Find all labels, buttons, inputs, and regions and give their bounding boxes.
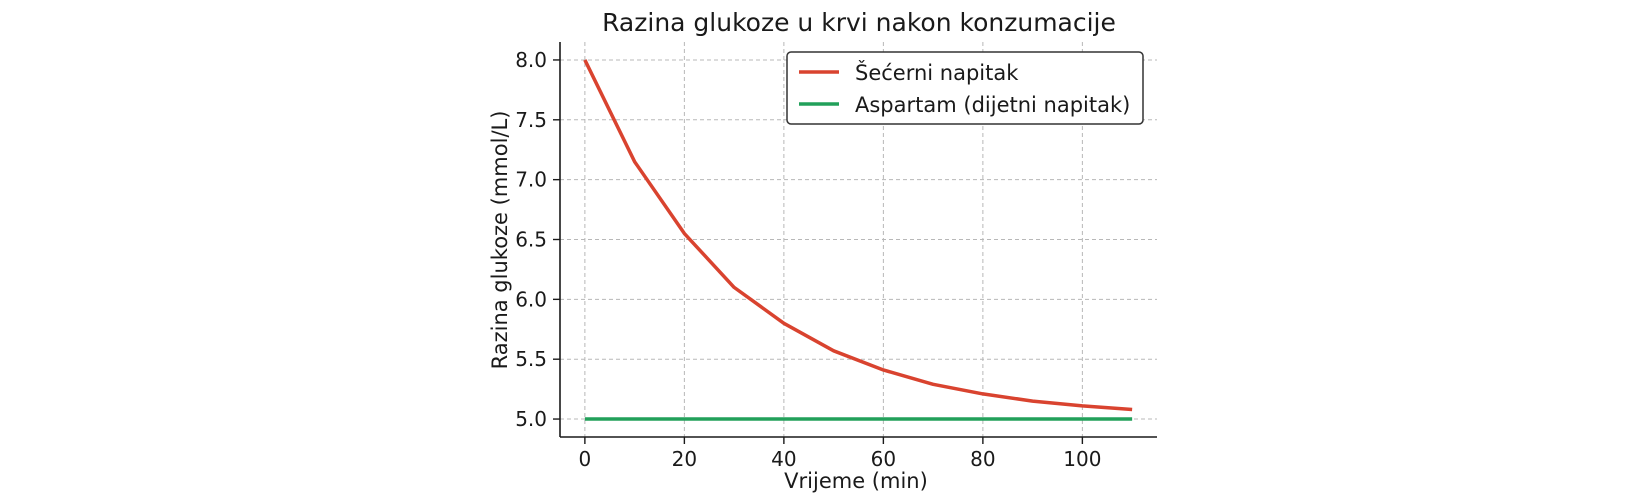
y-tick-label: 5.5 (515, 347, 547, 371)
series-layer (583, 59, 1133, 421)
legend-box (786, 51, 1144, 125)
x-tick-label: 100 (1063, 447, 1101, 471)
y-axis-title: Razina glukoze (mmol/L) (488, 111, 512, 370)
sugar-drink-line (583, 59, 1133, 412)
ticks: 0 20 40 60 80 100 5.0 5.5 6.0 6.5 7.0 7.5 8.0 (515, 48, 1101, 471)
x-tick-label: 80 (970, 447, 995, 471)
y-tick-label: 6.5 (515, 228, 547, 252)
legend-label-aspartame: Aspartam (dijetni napitak) (855, 93, 1130, 117)
y-tick-label: 7.0 (515, 168, 547, 192)
y-tick-label: 8.0 (515, 48, 547, 72)
legend: Šećerni napitak Aspartam (dijetni napita… (786, 51, 1144, 125)
legend-label-sugar: Šećerni napitak (855, 60, 1019, 85)
x-tick-label: 0 (579, 447, 592, 471)
x-tick-label: 60 (871, 447, 896, 471)
x-tick-label: 40 (771, 447, 796, 471)
y-tick-label: 7.5 (515, 108, 547, 132)
x-tick-label: 20 (672, 447, 697, 471)
y-tick-label: 5.0 (515, 407, 547, 431)
chart-title: Razina glukoze u krvi nakon konzumacije (602, 8, 1116, 37)
y-tick-label: 6.0 (515, 287, 547, 311)
x-axis-title: Vrijeme (min) (784, 469, 928, 493)
